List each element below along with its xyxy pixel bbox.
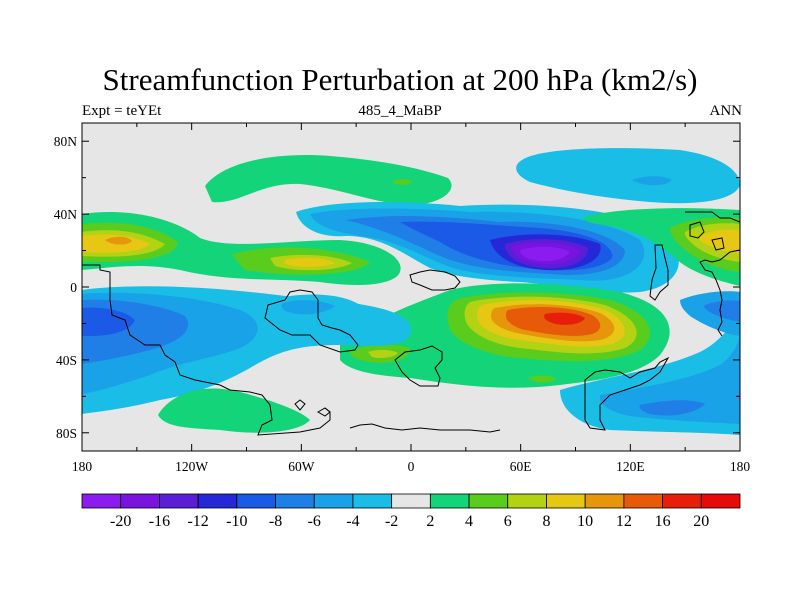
contour-region [632,176,672,186]
contour-region [699,229,740,254]
experiment-label: Expt = teYEt [82,103,162,119]
case-label: 485_4_MaBP [358,103,442,119]
colorbar-label: -2 [385,513,398,530]
colorbar-label: 4 [465,513,473,530]
colorbar-swatch [120,493,160,509]
contour-region [105,236,132,245]
contour-region [158,388,310,433]
colorbar-label: 2 [426,513,434,530]
colorbar-label: -6 [308,513,321,530]
colorbar-swatch [429,493,470,509]
contour-region [639,400,705,416]
contour-region [205,155,452,205]
colorbar-swatch [584,493,625,509]
lon-tick-label: 120W [175,459,208,474]
lon-tick-label: 60W [288,459,315,474]
latitude-axis: 80N 40N 0 40S 80S [54,134,740,441]
colorbar-label: -16 [149,513,170,530]
colorbar-swatch [507,493,547,509]
colorbar-swatch [700,493,741,509]
colorbar-swatch [391,493,431,509]
contour-fill-layer [82,148,740,435]
colorbar-swatch [546,493,586,509]
coastline [349,423,501,433]
coastlines [82,211,740,436]
coastline [409,269,461,291]
colorbar-swatch [662,493,702,509]
colorbar-swatch [159,493,199,509]
colorbar-swatch [313,493,354,509]
lat-tick-label: 40S [56,353,77,368]
colorbar-label: -10 [226,513,247,530]
contour-region [528,375,556,383]
contour-region [368,349,398,358]
lon-tick-label: 0 [408,459,415,474]
colorbar-label: 8 [542,513,550,530]
lon-tick-label: 180 [72,459,93,474]
colorbar-swatch [468,493,509,509]
colorbar-swatch [236,493,276,509]
colorbar-label: -4 [346,513,359,530]
contour-region [516,148,740,204]
lon-tick-label: 180 [730,459,751,474]
coastline [394,345,443,387]
colorbar-label: 20 [693,513,709,530]
colorbar: -20 -16 -12 -10 -8 -6 -4 -2 2 4 6 8 10 12 16 20 [81,493,741,530]
lat-tick-label: 80S [56,426,77,441]
contour-region [285,257,335,267]
colorbar-label: -12 [187,513,208,530]
lat-tick-label: 0 [70,280,77,295]
contour-region [82,307,135,336]
contour-region [704,300,740,322]
lon-tick-label: 60E [510,459,532,474]
coastline [649,244,669,301]
season-label: ANN [709,103,743,119]
coastline [264,289,359,353]
coastline [689,221,705,239]
colorbar-swatch [81,493,122,509]
coastline [294,399,306,411]
lon-tick-label: 120E [616,459,645,474]
coastline [685,211,740,337]
colorbar-swatch [197,493,238,509]
contour-region [520,246,570,262]
contour-region [544,312,585,325]
colorbar-label: -8 [269,513,282,530]
contour-region [281,300,335,315]
contour-region [392,179,412,185]
colorbar-swatch [275,493,315,509]
colorbar-label: 12 [616,513,632,530]
colorbar-swatch [623,493,663,509]
lat-tick-label: 80N [54,134,78,149]
colorbar-label: 10 [577,513,593,530]
coastline [711,237,725,251]
longitude-axis: 180 120W 60W 0 60E 120E 180 [72,123,751,474]
coastline [82,264,331,436]
colorbar-swatch [352,493,393,509]
figure-title: Streamfunction Perturbation at 200 hPa (… [102,62,698,97]
coastline [584,356,670,431]
colorbar-label: 6 [504,513,512,530]
contour-region [599,330,740,424]
colorbar-label: -20 [110,513,131,530]
lat-tick-label: 40N [54,207,78,222]
colorbar-label: 16 [655,513,671,530]
coastline [316,407,331,417]
